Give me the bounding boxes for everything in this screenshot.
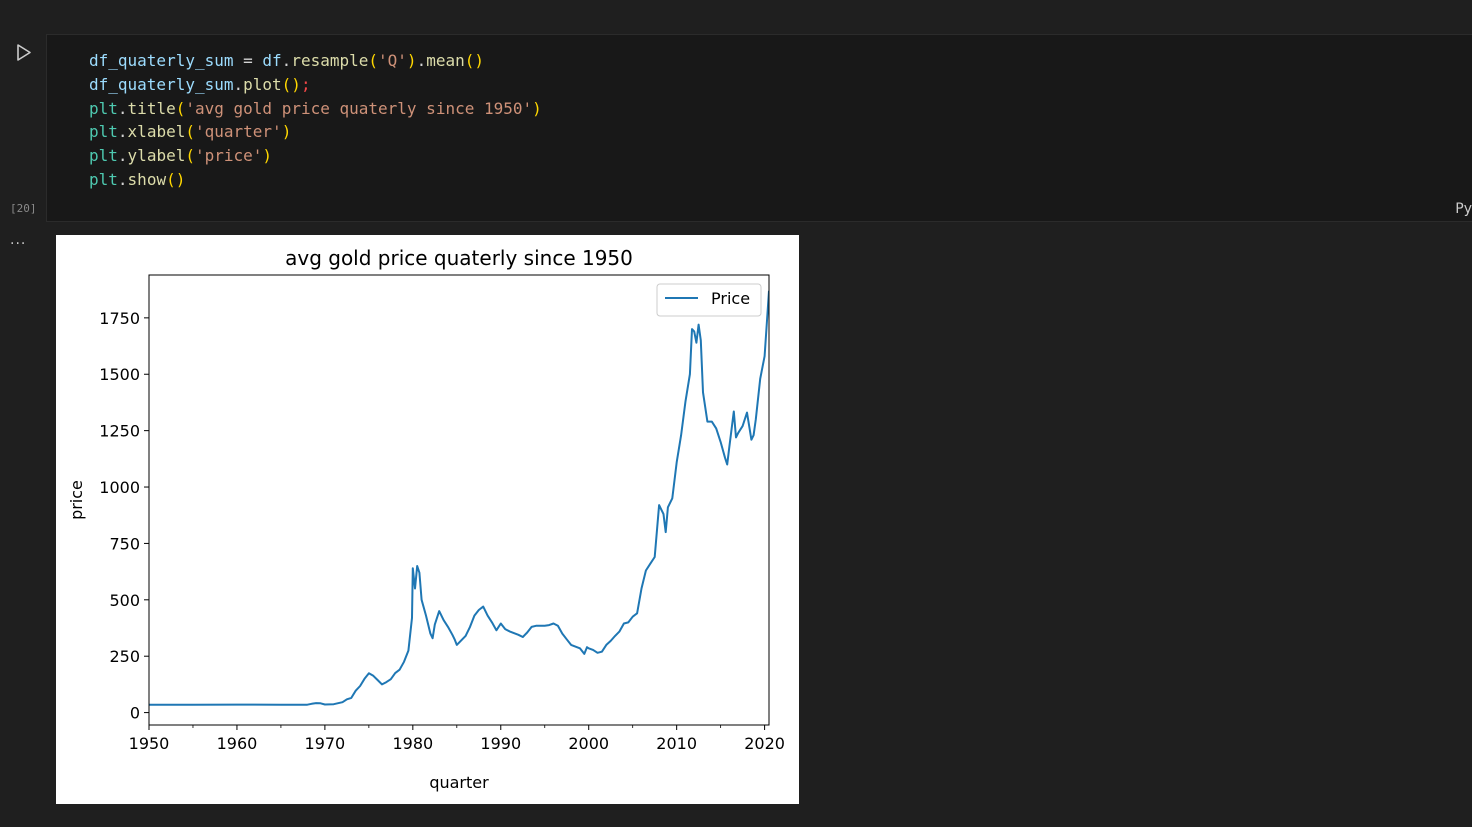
y-tick-label: 0 xyxy=(130,704,140,723)
legend-label-price: Price xyxy=(711,289,750,308)
code-token: . xyxy=(233,74,244,94)
y-tick-label: 1750 xyxy=(99,309,140,328)
code-line: plt.ylabel('price') xyxy=(89,144,542,168)
code-token: . xyxy=(117,98,128,118)
x-tick-label: 2020 xyxy=(744,734,785,753)
code-token: ) xyxy=(262,146,273,166)
code-token: () xyxy=(281,74,301,94)
execution-count: [20] xyxy=(10,202,37,215)
code-token: . xyxy=(281,51,292,70)
code-token: () xyxy=(464,51,484,70)
code-token: ( xyxy=(185,146,195,166)
x-tick-label: 1990 xyxy=(480,734,521,753)
output-menu-icon[interactable]: ... xyxy=(10,232,27,248)
code-cell-editor[interactable]: df_quaterly_sum = df.resample('Q').mean(… xyxy=(46,34,1472,222)
code-token: = xyxy=(233,51,263,70)
chart-output: avg gold price quaterly since 1950 quarte… xyxy=(56,235,799,804)
y-tick-label: 500 xyxy=(109,591,140,610)
code-token: 'quarter' xyxy=(194,122,282,142)
code-token: df xyxy=(262,51,282,70)
play-icon xyxy=(17,44,31,61)
x-tick-label: 1980 xyxy=(392,734,433,753)
code-token: ( xyxy=(368,51,379,70)
code-line: df_quaterly_sum.plot(); xyxy=(89,73,542,97)
x-tick-label: 2000 xyxy=(568,734,609,753)
code-block[interactable]: df_quaterly_sum = df.resample('Q').mean(… xyxy=(89,49,542,192)
code-token: 'price' xyxy=(194,146,263,166)
y-tick-label: 250 xyxy=(109,647,140,666)
y-tick-label: 1250 xyxy=(99,422,140,441)
code-token: 'Q' xyxy=(378,51,407,70)
legend-box xyxy=(656,283,762,317)
y-tick-label: 750 xyxy=(109,534,140,553)
x-axis-label: quarter xyxy=(429,773,489,792)
code-token: . xyxy=(416,51,427,70)
code-token: ( xyxy=(185,122,195,142)
code-token: plt xyxy=(89,98,118,118)
code-token: . xyxy=(117,169,128,189)
code-token: df_quaterly_sum xyxy=(89,51,234,70)
code-line: df_quaterly_sum = df.resample('Q').mean(… xyxy=(89,49,542,73)
code-token: . xyxy=(117,122,128,142)
code-token: ) xyxy=(532,98,542,118)
code-token: 'avg gold price quaterly since 1950' xyxy=(185,98,533,118)
chart-title: avg gold price quaterly since 1950 xyxy=(285,246,633,270)
code-token: mean xyxy=(426,51,465,70)
run-cell-button[interactable] xyxy=(10,40,36,66)
code-line: plt.xlabel('quarter') xyxy=(89,120,542,144)
code-token: plt xyxy=(89,169,118,189)
code-token: show xyxy=(127,169,167,189)
x-tick-label: 2010 xyxy=(656,734,697,753)
code-token: () xyxy=(166,169,186,189)
code-token: ) xyxy=(406,51,417,70)
x-tick-label: 1960 xyxy=(217,734,258,753)
line-chart: avg gold price quaterly since 1950 quarte… xyxy=(67,246,785,792)
code-line: plt.title('avg gold price quaterly since… xyxy=(89,97,542,121)
code-token: title xyxy=(127,98,176,118)
code-token: plt xyxy=(89,146,118,166)
code-token: ylabel xyxy=(127,146,186,166)
series-line-price xyxy=(149,290,769,706)
code-token: . xyxy=(117,146,128,166)
kernel-language-label[interactable]: Py xyxy=(1455,201,1472,217)
code-token: ; xyxy=(300,74,311,94)
code-token: ) xyxy=(281,122,292,142)
code-token: ( xyxy=(175,98,186,118)
code-line: plt.show() xyxy=(89,168,542,192)
code-token: df_quaterly_sum xyxy=(89,74,234,94)
x-tick-label: 1970 xyxy=(305,734,346,753)
code-token: plt xyxy=(89,122,118,142)
y-tick-label: 1000 xyxy=(99,478,140,497)
plot-frame xyxy=(148,274,770,726)
y-axis-label: price xyxy=(67,480,86,520)
x-tick-label: 1950 xyxy=(129,734,170,753)
code-token: plot xyxy=(243,74,282,94)
y-tick-label: 1500 xyxy=(99,365,140,384)
top-strip xyxy=(0,0,1472,34)
code-token: xlabel xyxy=(127,122,186,142)
code-token: resample xyxy=(291,51,369,70)
